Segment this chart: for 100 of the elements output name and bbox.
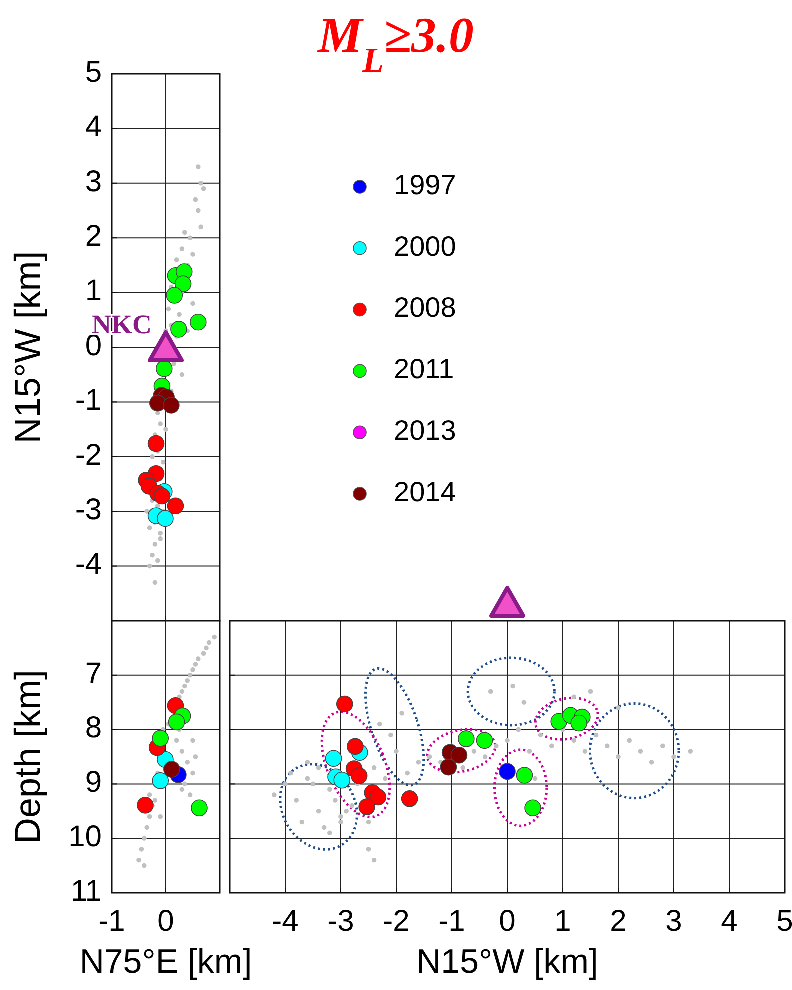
y-tick-label: 11 — [70, 874, 102, 908]
point — [188, 792, 193, 798]
point — [358, 798, 376, 816]
point — [190, 252, 196, 257]
y-tick-label: 7 — [85, 657, 102, 690]
point — [190, 668, 196, 672]
point — [174, 738, 180, 744]
point — [180, 787, 185, 792]
x-tick-label: 1 — [554, 905, 572, 938]
point — [524, 800, 542, 817]
point — [157, 510, 174, 528]
point — [166, 287, 184, 304]
point — [147, 814, 152, 820]
point — [180, 372, 185, 378]
legend-label: 2011 — [394, 354, 454, 385]
point — [196, 656, 201, 662]
point — [347, 738, 364, 756]
x-tick-label: 0 — [499, 905, 516, 938]
point — [154, 488, 171, 505]
x-axis-title: N15°W [km] — [416, 943, 598, 981]
point — [370, 788, 387, 806]
point — [139, 847, 144, 852]
point — [137, 797, 154, 814]
y-tick-label: 8 — [85, 712, 102, 745]
point — [201, 186, 206, 192]
point — [152, 580, 158, 586]
point — [152, 798, 158, 803]
y-tick-label: 5 — [85, 56, 102, 89]
x-tick-label: 5 — [776, 905, 792, 938]
point — [450, 746, 468, 764]
point — [190, 314, 207, 331]
x-tick-label: -1 — [438, 905, 466, 938]
point — [190, 738, 196, 744]
point — [570, 714, 588, 732]
point — [201, 651, 206, 656]
y-tick-label: 9 — [85, 766, 102, 800]
point — [516, 767, 534, 784]
point — [193, 197, 198, 202]
y-tick-label: 3 — [85, 165, 102, 198]
point — [147, 792, 152, 798]
point — [190, 301, 196, 306]
point — [144, 825, 150, 830]
y-tick-label: 10 — [68, 820, 102, 854]
point — [166, 306, 172, 312]
point — [190, 770, 196, 776]
point — [198, 224, 204, 230]
point — [185, 678, 190, 684]
y-tick-label: -3 — [75, 494, 102, 527]
point — [158, 536, 163, 542]
point — [158, 814, 163, 820]
point — [191, 800, 208, 817]
point — [170, 321, 188, 338]
x-tick-label: 3 — [666, 905, 682, 938]
legend-label: 2014 — [394, 476, 456, 508]
x-tick-label: 0 — [158, 905, 174, 938]
x-tick-label: -3 — [328, 905, 354, 938]
point — [180, 246, 185, 252]
point — [164, 761, 180, 778]
point — [163, 397, 180, 414]
chart-title: M$_{L}$≥3.0 — [317, 7, 474, 80]
point — [334, 772, 351, 789]
point — [188, 673, 193, 678]
point — [148, 435, 165, 452]
legend-label: 2008 — [394, 292, 456, 324]
point — [204, 646, 209, 651]
point — [152, 542, 158, 547]
legend-label: 1997 — [394, 169, 456, 200]
point — [196, 208, 201, 214]
point — [336, 696, 354, 713]
point — [206, 640, 212, 646]
y-tick-label: 2 — [85, 220, 102, 254]
point — [158, 531, 163, 536]
point — [182, 782, 188, 787]
y-axis-title: N15°W [km] — [7, 251, 48, 444]
y-tick-label: -4 — [75, 548, 102, 582]
point — [177, 312, 182, 318]
x-tick-label: -2 — [383, 905, 410, 938]
legend-label: 2013 — [394, 414, 456, 446]
point — [156, 558, 160, 564]
point — [142, 863, 147, 868]
x-tick-label: 4 — [721, 905, 738, 938]
point — [185, 760, 190, 765]
point — [158, 422, 163, 426]
point — [193, 662, 198, 667]
point — [142, 836, 147, 841]
point — [325, 750, 342, 768]
point — [150, 454, 155, 460]
point — [401, 790, 418, 808]
point — [174, 258, 180, 262]
y-tick-label: -1 — [75, 384, 102, 418]
y-axis-title: Depth [km] — [7, 670, 48, 844]
x-axis-title: N75°E [km] — [80, 943, 252, 981]
point — [188, 236, 193, 240]
point — [152, 772, 169, 790]
point — [150, 552, 155, 558]
point — [212, 634, 217, 640]
point — [499, 763, 516, 780]
point — [152, 730, 169, 747]
legend-label: 2000 — [394, 230, 456, 262]
point — [168, 714, 186, 731]
